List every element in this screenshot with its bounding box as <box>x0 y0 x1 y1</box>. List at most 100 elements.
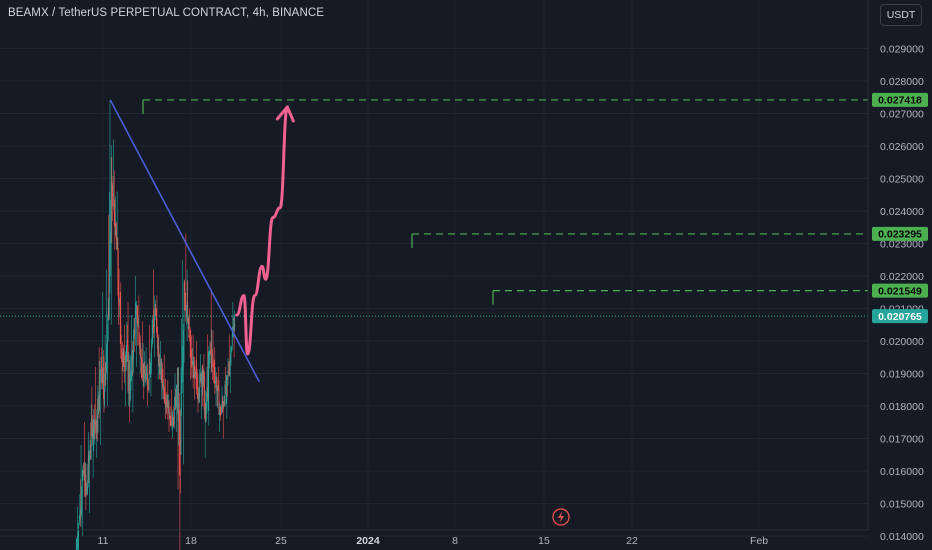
candle-body <box>230 355 231 364</box>
candle-body <box>193 360 195 378</box>
candle-body <box>200 374 202 385</box>
candle-body <box>130 378 131 400</box>
candle-body <box>103 368 104 396</box>
candle-body <box>221 401 223 409</box>
y-tick-label: 0.018000 <box>880 401 924 413</box>
candle-body <box>127 346 129 391</box>
candle-body <box>202 370 204 381</box>
candle-body <box>118 301 120 303</box>
candle-body <box>184 295 186 308</box>
candle-body <box>144 373 146 375</box>
candle-body <box>176 386 178 388</box>
candle-body <box>213 366 215 376</box>
candle-body <box>106 344 108 370</box>
candle-body <box>147 380 149 387</box>
candle-body <box>147 372 148 381</box>
candle-body <box>207 359 209 398</box>
candle-body <box>229 363 231 374</box>
candle-body <box>209 350 210 357</box>
candle-body <box>101 374 103 384</box>
candle-body <box>207 387 208 398</box>
candle-body <box>177 367 178 387</box>
candle-body <box>190 357 192 361</box>
candle-body <box>155 308 157 310</box>
candle-body <box>157 345 159 350</box>
candle-body <box>118 281 119 302</box>
candle-body <box>121 352 123 360</box>
candle-body <box>89 445 91 455</box>
candle-body <box>165 399 167 408</box>
candle-body <box>215 380 217 382</box>
x-tick-label: 11 <box>98 535 109 547</box>
candle-body <box>159 362 161 374</box>
grid <box>0 0 868 537</box>
candle-body <box>112 193 114 196</box>
candle-body <box>88 456 90 462</box>
candle-body <box>195 371 196 377</box>
candle-body <box>195 371 197 374</box>
candle-body <box>179 418 181 440</box>
candle-body <box>117 241 119 282</box>
candle-body <box>105 365 107 370</box>
candle-body <box>106 369 107 370</box>
y-tick-label: 0.017000 <box>880 434 924 446</box>
candle-body <box>158 345 160 361</box>
price-level-tag-label: 0.021549 <box>878 285 922 297</box>
candle-body <box>77 533 79 546</box>
candle-body <box>204 407 206 418</box>
y-tick-label: 0.023000 <box>880 239 924 251</box>
currency-button[interactable]: USDT <box>880 4 922 26</box>
candle-body <box>199 374 201 376</box>
candle-body <box>206 387 208 408</box>
candle-body <box>216 380 217 387</box>
price-level-tag-label: 0.023295 <box>878 229 922 241</box>
candle-body <box>136 305 137 310</box>
candle-body <box>126 339 128 348</box>
candle-body <box>182 365 184 371</box>
candle-body <box>136 305 138 315</box>
candle-body <box>227 371 229 380</box>
x-tick-label: 2024 <box>356 535 380 547</box>
y-tick-label: 0.026000 <box>880 141 924 153</box>
candle-body <box>137 325 139 327</box>
candle-body <box>137 315 138 327</box>
candle-body <box>175 386 177 407</box>
candle-body <box>233 324 235 331</box>
candle-body <box>152 324 154 326</box>
candle-body <box>119 299 120 302</box>
candle-body <box>166 405 168 407</box>
candle-body <box>194 367 196 377</box>
candle-body <box>110 232 111 251</box>
candle-body <box>114 213 116 235</box>
candle-body <box>222 401 223 404</box>
candle-body <box>116 228 117 249</box>
lightning-icon[interactable] <box>552 508 570 526</box>
candle-body <box>214 375 216 384</box>
price-level-tag <box>872 92 928 107</box>
y-tick-label: 0.015000 <box>880 499 924 511</box>
candle-body <box>142 376 143 378</box>
candle-body <box>172 415 174 426</box>
candle-body <box>163 384 165 400</box>
x-axis: 11 18 25 2024 8 15 22 Feb <box>0 529 868 547</box>
candle-body <box>87 479 89 488</box>
candle-body <box>160 360 161 363</box>
candle-body <box>120 325 122 349</box>
candle-body <box>116 241 118 249</box>
candle-body <box>211 353 213 369</box>
candle-body <box>186 308 187 318</box>
candle-body <box>162 380 164 391</box>
candle-body <box>190 340 192 358</box>
x-tick-label: 8 <box>452 535 458 547</box>
candle-body <box>221 408 222 415</box>
candle-body <box>152 324 154 337</box>
candle-body <box>83 471 84 474</box>
candle-body <box>225 377 227 391</box>
candle-body <box>149 365 151 375</box>
candle-body <box>96 416 98 427</box>
candle-body <box>148 386 149 391</box>
candle-body <box>150 358 152 366</box>
candle-body <box>164 399 166 403</box>
candle-body <box>210 352 212 369</box>
